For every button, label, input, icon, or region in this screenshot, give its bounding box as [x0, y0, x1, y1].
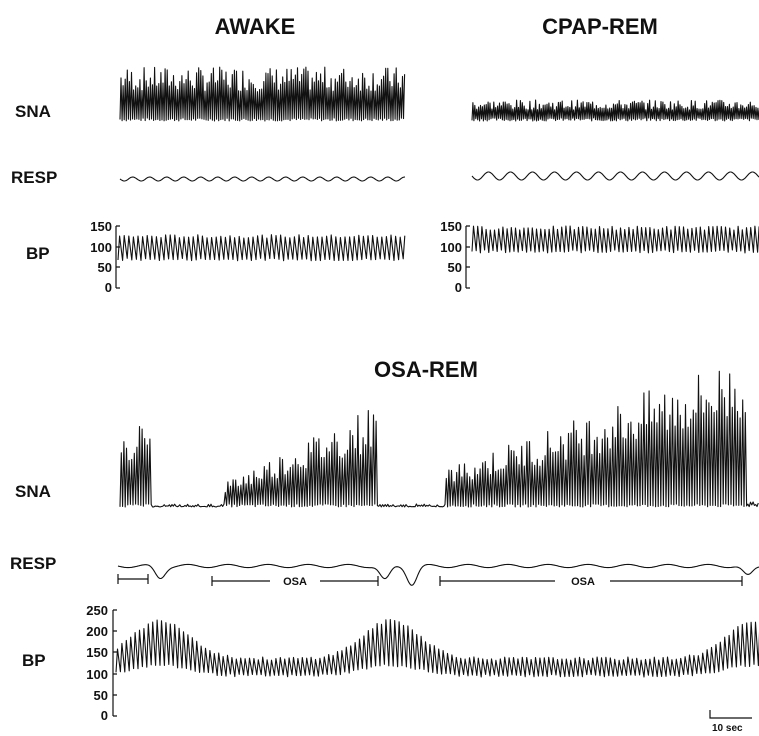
awake-bp-tick-150: 150: [90, 219, 112, 234]
osa-annotation-2: OSA: [571, 576, 595, 588]
osa-bp-tick-200: 200: [86, 624, 108, 639]
cpap-bp-tick-150: 150: [440, 219, 462, 234]
awake-bp-tick-100: 100: [90, 240, 112, 255]
osa-bp-tick-50: 50: [94, 688, 108, 703]
awake-bp-trace: [117, 234, 406, 262]
osa-bp-tick-100: 100: [86, 667, 108, 682]
cpap-bp-tick-50: 50: [448, 260, 462, 275]
osa-rem-title: OSA-REM: [374, 357, 478, 382]
osa-bracket-1: OSA: [211, 576, 379, 588]
osa-bp-tick-250: 250: [86, 603, 108, 618]
awake-bp-axis: 150 100 50 0: [90, 219, 120, 295]
awake-resp-trace: [119, 176, 406, 182]
resp-label-bottom: RESP: [10, 554, 56, 573]
resp-label-top: RESP: [11, 168, 57, 187]
awake-title: AWAKE: [215, 14, 296, 39]
scale-bar-label: 10 sec: [712, 723, 743, 734]
awake-bp-tick-0: 0: [105, 280, 112, 295]
cpap-bp-trace: [471, 225, 759, 254]
osa-annotation-1: OSA: [283, 576, 307, 588]
cpap-sna-trace: [471, 99, 759, 122]
osa-bracket-0: [117, 574, 149, 584]
cpap-bp-axis: 150 100 50 0: [440, 219, 470, 295]
osa-resp-trace: [117, 563, 759, 586]
awake-bp-tick-50: 50: [98, 260, 112, 275]
time-scale-bar: 10 sec: [709, 710, 752, 734]
awake-sna-trace: [119, 66, 406, 122]
bp-label-bottom: BP: [22, 651, 46, 670]
osa-bp-tick-0: 0: [101, 708, 108, 723]
osa-bracket-2: OSA: [439, 576, 743, 588]
osa-sna-trace: [119, 370, 759, 508]
cpap-bp-tick-100: 100: [440, 240, 462, 255]
bp-label-top: BP: [26, 244, 50, 263]
cpap-resp-trace: [471, 171, 759, 181]
osa-bp-axis: 250 200 150 100 50 0: [86, 603, 117, 723]
sna-label-bottom: SNA: [15, 482, 51, 501]
osa-bp-trace: [115, 619, 759, 678]
cpap-bp-tick-0: 0: [455, 280, 462, 295]
osa-bp-tick-150: 150: [86, 645, 108, 660]
sna-label-top: SNA: [15, 102, 51, 121]
cpap-rem-title: CPAP-REM: [542, 14, 658, 39]
